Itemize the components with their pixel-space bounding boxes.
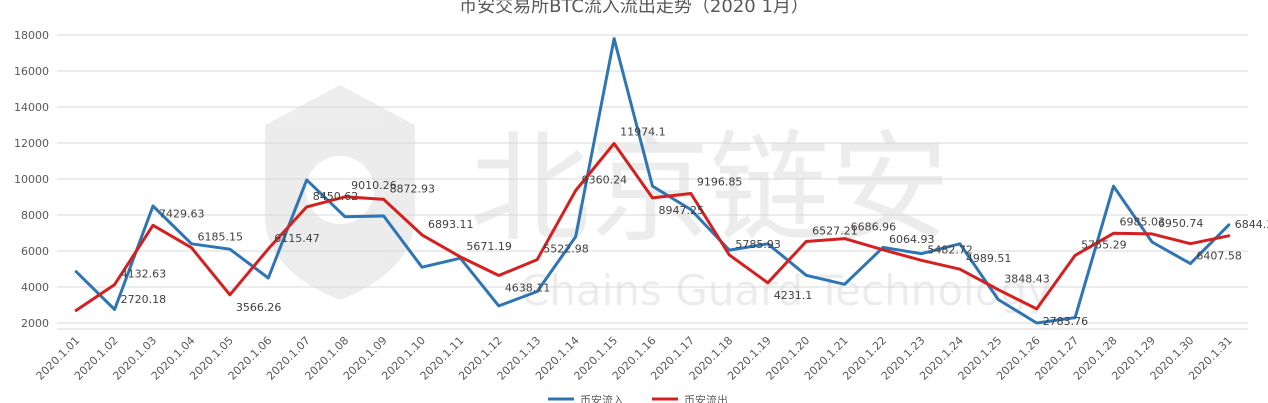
data-label: 6893.11	[428, 218, 474, 231]
data-label: 8450.62	[313, 190, 359, 203]
data-label: 6407.58	[1196, 250, 1242, 263]
watermark-text: 北京链安	[470, 120, 950, 259]
data-label: 6527.21	[812, 225, 858, 238]
data-label: 4989.51	[966, 252, 1012, 265]
y-tick-label: 14000	[14, 101, 49, 114]
legend-item-1: 币安流出	[652, 393, 728, 403]
series-line-1	[74, 142, 1231, 312]
data-label: 9196.85	[697, 175, 743, 188]
data-label: 4132.63	[121, 268, 166, 281]
series-lines	[74, 37, 1231, 325]
data-label: 8872.93	[390, 182, 436, 195]
series-line-0	[74, 37, 1231, 325]
data-label: 9010.26	[351, 179, 397, 192]
x-axis: 2020.1.012020.1.022020.1.032020.1.042020…	[34, 334, 1235, 383]
data-label: 8947.25	[659, 204, 705, 217]
legend-label: 币安流出	[684, 393, 728, 403]
data-label: 6115.47	[274, 232, 320, 245]
chart-title: 币安交易所BTC流入流出走势（2020 1月）	[459, 0, 809, 17]
data-label: 5482.72	[927, 243, 973, 256]
data-label: 9360.24	[582, 174, 628, 187]
data-label: 6064.93	[889, 233, 935, 246]
y-tick-label: 12000	[14, 137, 49, 150]
y-axis: 2000 4000 6000 8000 10000 12000 14000 16000 1800…	[14, 29, 49, 330]
y-tick-label: 18000	[14, 29, 49, 42]
data-label: 3566.26	[236, 301, 281, 314]
y-tick-label: 6000	[21, 245, 49, 258]
data-label: 4231.1	[774, 289, 813, 302]
data-label: 7429.63	[159, 207, 205, 220]
watermark-subtext: Chains Guard Technology	[520, 266, 1052, 315]
data-label: 6844.36	[1235, 218, 1268, 231]
data-label: 2783.76	[1043, 315, 1089, 328]
data-label: 5671.19	[466, 240, 512, 253]
data-label: 6185.15	[197, 231, 243, 244]
y-tick-label: 2000	[21, 317, 49, 330]
data-label: 5785.93	[735, 238, 781, 251]
data-labels: 2720.18 4132.63 7429.63 6185.15 3566.26 6115.…	[121, 125, 1268, 327]
data-label: 5522.98	[543, 243, 589, 256]
data-label: 6985.03	[1120, 215, 1166, 228]
shield-logo-icon	[265, 85, 415, 300]
legend-label: 币安流入	[580, 393, 624, 403]
data-label: 6686.96	[851, 221, 897, 234]
y-tick-label: 4000	[21, 281, 49, 294]
legend: 币安流入 币安流出	[548, 393, 728, 403]
legend-item-0: 币安流入	[548, 393, 624, 403]
gridlines	[57, 34, 1248, 330]
data-label: 6950.74	[1158, 217, 1204, 230]
y-tick-label: 10000	[14, 173, 49, 186]
data-label: 11974.1	[620, 125, 666, 138]
y-tick-label: 8000	[21, 209, 49, 222]
y-tick-label: 16000	[14, 65, 49, 78]
data-label: 2720.18	[121, 293, 166, 306]
data-label: 4638.11	[505, 282, 551, 295]
data-label: 3848.43	[1004, 273, 1050, 286]
data-label: 5755.29	[1081, 238, 1127, 251]
